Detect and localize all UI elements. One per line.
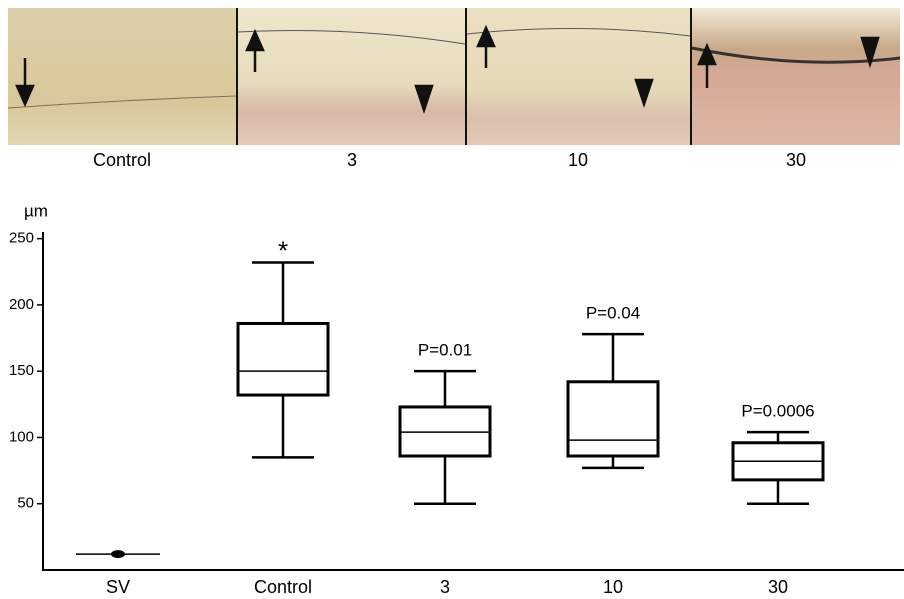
tissue-line [237,30,466,45]
annotation: P=0.0006 [741,402,814,421]
x-tick-label: 10 [603,577,623,597]
box [236,321,330,397]
image-panel [238,8,465,145]
panel-divider [465,8,467,145]
panel-label: 10 [568,150,588,170]
chart: µm 50 100 150 200 250 SV Control * 3 P=0.01 10 P=0.0… [9,201,904,597]
x-tick-label: Control [254,577,312,597]
annotation: P=0.01 [418,341,472,360]
x-tick-label: SV [106,577,130,597]
panel-label: Control [93,150,151,170]
y-tick-label: 100 [9,428,34,445]
annotation: * [278,235,288,265]
panel-label: 30 [786,150,806,170]
arrows [15,24,880,114]
tissue-line [691,46,901,64]
annotation: P=0.04 [586,304,640,323]
x-tick-label: 3 [440,577,450,597]
panel-labels: Control 3 10 30 [93,150,806,170]
point [111,550,125,559]
panel-divider [236,8,238,145]
image-panel [692,8,900,145]
tissue-line [7,95,237,109]
box [566,380,660,458]
image-panel [8,8,236,145]
y-tick-label: 50 [17,495,34,512]
panel-label: 3 [347,150,357,170]
panel-divider [690,8,692,145]
y-axis-label: µm [24,201,48,220]
tissue-line [466,27,691,37]
y-tick-label: 150 [9,362,34,379]
x-tick-label: 30 [768,577,788,597]
histology-strip [7,8,901,145]
y-tick-label: 250 [9,230,34,247]
y-tick-label: 200 [9,296,34,313]
